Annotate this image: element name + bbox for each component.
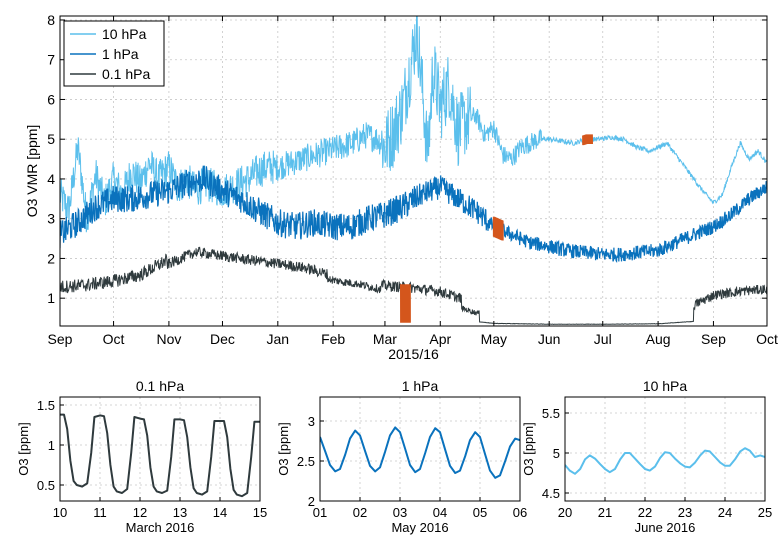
small-x-axis-label: March 2016 xyxy=(126,520,195,535)
small-x-tick-label: 12 xyxy=(133,505,147,520)
small-y-tick-label: 5.5 xyxy=(542,406,560,421)
small-y-tick-label: 1.5 xyxy=(37,398,55,413)
small-series-line xyxy=(565,447,765,475)
small-y-axis-label: O3 [ppm] xyxy=(16,422,31,475)
series-line-1-hPa xyxy=(60,165,767,264)
main-y-tick-label: 4 xyxy=(47,171,55,187)
highlight-period-0-1-hPa xyxy=(400,284,411,323)
small-x-tick-label: 10 xyxy=(53,505,67,520)
main-y-axis-label: O3 VMR [ppm] xyxy=(24,125,40,218)
small-x-tick-label: 04 xyxy=(433,505,447,520)
main-y-tick-label: 6 xyxy=(47,91,55,107)
small-plot-frame xyxy=(59,396,261,502)
main-x-tick-label: Sep xyxy=(701,331,726,347)
main-plot-frame xyxy=(59,15,768,327)
main-x-axis-label: 2015/16 xyxy=(388,346,439,362)
legend-label: 1 hPa xyxy=(102,46,139,62)
highlight-period-1-hPa xyxy=(492,216,504,241)
small-x-tick-label: 06 xyxy=(513,505,527,520)
main-x-tick-label: Mar xyxy=(373,331,397,347)
small-x-tick-label: 23 xyxy=(678,505,692,520)
series-line-0-1-hPa xyxy=(60,246,767,326)
main-series-group xyxy=(60,16,767,326)
small-y-tick-label: 0.5 xyxy=(37,478,55,493)
small-chart-title: 0.1 hPa xyxy=(136,378,184,394)
highlight-period-10-hPa xyxy=(582,134,593,146)
small-x-axis-label: June 2016 xyxy=(635,520,696,535)
small-x-tick-label: 02 xyxy=(353,505,367,520)
small-chart-title: 1 hPa xyxy=(402,378,439,394)
legend-label: 10 hPa xyxy=(102,26,147,42)
main-x-tick-label: Feb xyxy=(321,331,345,347)
main-x-tick-label: Jun xyxy=(538,331,561,347)
small-x-tick-label: 13 xyxy=(173,505,187,520)
small-y-axis-label: O3 [ppm] xyxy=(521,422,536,475)
main-x-tick-label: May xyxy=(481,331,507,347)
small-x-axis-label: May 2016 xyxy=(391,520,448,535)
main-y-tick-label: 3 xyxy=(47,211,55,227)
legend-label: 0.1 hPa xyxy=(102,66,150,82)
main-x-tick-label: Sep xyxy=(48,331,73,347)
small-y-tick-label: 1 xyxy=(48,438,55,453)
small-x-tick-label: 03 xyxy=(393,505,407,520)
main-y-tick-label: 7 xyxy=(47,52,55,68)
small-plot-frame xyxy=(564,396,766,502)
small-x-tick-label: 14 xyxy=(213,505,227,520)
main-x-tick-label: Dec xyxy=(210,331,235,347)
small-y-tick-label: 2 xyxy=(308,494,315,509)
small-x-tick-label: 15 xyxy=(253,505,267,520)
small-x-tick-label: 25 xyxy=(758,505,772,520)
small-x-tick-label: 05 xyxy=(473,505,487,520)
small-x-tick-label: 11 xyxy=(93,505,107,520)
main-x-tick-label: Jan xyxy=(267,331,290,347)
main-x-tick-label: Oct xyxy=(756,331,778,347)
small-chart-title: 10 hPa xyxy=(643,378,688,394)
small-x-tick-label: 22 xyxy=(638,505,652,520)
small-series-line xyxy=(320,426,520,479)
small-y-tick-label: 2.5 xyxy=(297,454,315,469)
main-x-tick-label: Jul xyxy=(594,331,612,347)
main-x-tick-label: Apr xyxy=(429,331,451,347)
small-y-tick-label: 3 xyxy=(308,414,315,429)
main-y-tick-label: 1 xyxy=(47,290,55,306)
small-y-tick-label: 4.5 xyxy=(542,486,560,501)
main-x-tick-label: Oct xyxy=(103,331,125,347)
small-x-tick-label: 01 xyxy=(313,505,327,520)
main-x-tick-label: Nov xyxy=(156,331,181,347)
small-x-tick-label: 20 xyxy=(558,505,572,520)
series-line-10-hPa xyxy=(60,16,767,233)
small-plot-frame xyxy=(319,396,521,502)
small-x-tick-label: 24 xyxy=(718,505,732,520)
main-x-tick-label: Aug xyxy=(646,331,671,347)
small-series-line xyxy=(60,413,260,498)
main-y-tick-label: 2 xyxy=(47,250,55,266)
small-y-axis-label: O3 [ppm] xyxy=(276,422,291,475)
small-x-tick-label: 21 xyxy=(598,505,612,520)
main-y-tick-label: 5 xyxy=(47,131,55,147)
small-y-tick-label: 5 xyxy=(553,446,560,461)
main-y-tick-label: 8 xyxy=(47,12,55,28)
